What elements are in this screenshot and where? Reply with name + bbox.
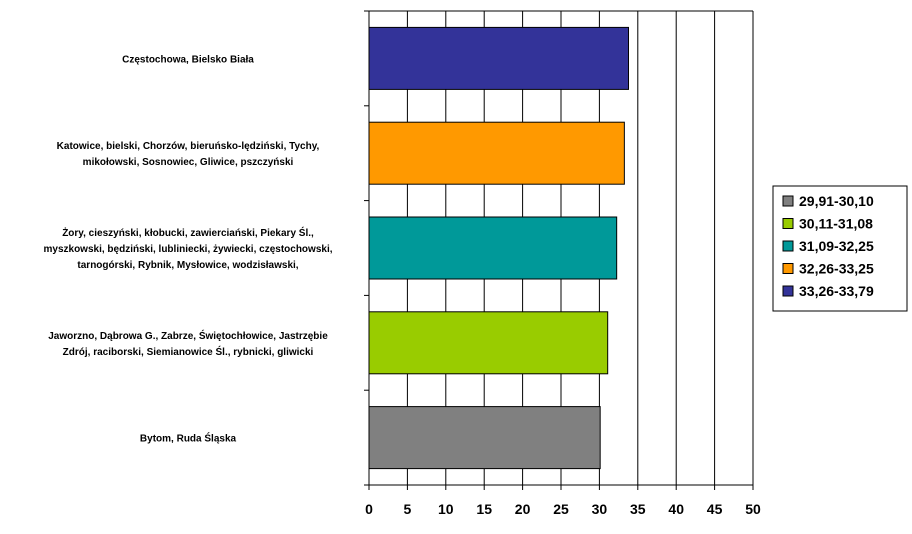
legend-swatch xyxy=(782,285,794,297)
bar xyxy=(368,311,609,375)
x-tick-labels: 0 5 10 15 20 25 30 35 40 45 50 xyxy=(365,501,761,517)
legend-swatch xyxy=(782,263,794,274)
category-labels: Częstochowa, Bielsko Biała Katowice, biel… xyxy=(44,54,333,444)
legend-swatch xyxy=(782,240,794,252)
category-label: Żory, cieszyński, kłobucki, zawierciańsk… xyxy=(62,226,314,239)
x-tick-label: 5 xyxy=(404,501,412,517)
x-tick-label: 50 xyxy=(745,501,761,517)
x-tick-label: 45 xyxy=(707,501,723,517)
category-label: Zdrój, raciborski, Siemianowice Śl., ryb… xyxy=(63,345,314,358)
x-tick-label: 10 xyxy=(438,501,454,517)
category-label: Bytom, Ruda Śląska xyxy=(140,432,237,445)
legend-label: 33,26-33,79 xyxy=(799,283,874,299)
category-label: Jaworzno, Dąbrowa G., Zabrze, Świętochło… xyxy=(48,329,328,342)
category-label: mikołowski, Sosnowiec, Gliwice, pszczyńs… xyxy=(83,157,294,168)
bar xyxy=(368,406,601,470)
x-tick-label: 35 xyxy=(630,501,646,517)
legend: 29,91-30,10 30,11-31,08 31,09-32,25 32,26-3… xyxy=(772,185,908,312)
x-tick-label: 25 xyxy=(553,501,569,517)
legend-label: 29,91-30,10 xyxy=(799,193,874,209)
legend-label: 30,11-31,08 xyxy=(799,216,873,232)
legend-box xyxy=(772,185,908,312)
x-tick-label: 15 xyxy=(476,501,492,517)
x-tick-label: 30 xyxy=(592,501,608,517)
legend-swatch xyxy=(782,218,794,229)
category-label: tarnogórski, Rybnik, Mysłowice, wodzisła… xyxy=(77,260,298,271)
bars xyxy=(368,26,630,470)
legend-label: 31,09-32,25 xyxy=(799,238,874,254)
legend-swatch xyxy=(782,195,794,207)
category-label: Katowice, bielski, Chorzów, bieruńsko-lę… xyxy=(57,141,320,152)
legend-label: 32,26-33,25 xyxy=(799,261,874,277)
x-tick-label: 0 xyxy=(365,501,373,517)
bar xyxy=(368,216,618,280)
axes xyxy=(364,10,754,490)
category-label: Częstochowa, Bielsko Biała xyxy=(122,54,254,65)
x-tick-label: 20 xyxy=(515,501,531,517)
bar xyxy=(368,121,625,185)
x-tick-label: 40 xyxy=(668,501,684,517)
bar xyxy=(368,26,630,90)
category-label: myszkowski, będziński, lubliniecki, żywi… xyxy=(44,244,333,255)
